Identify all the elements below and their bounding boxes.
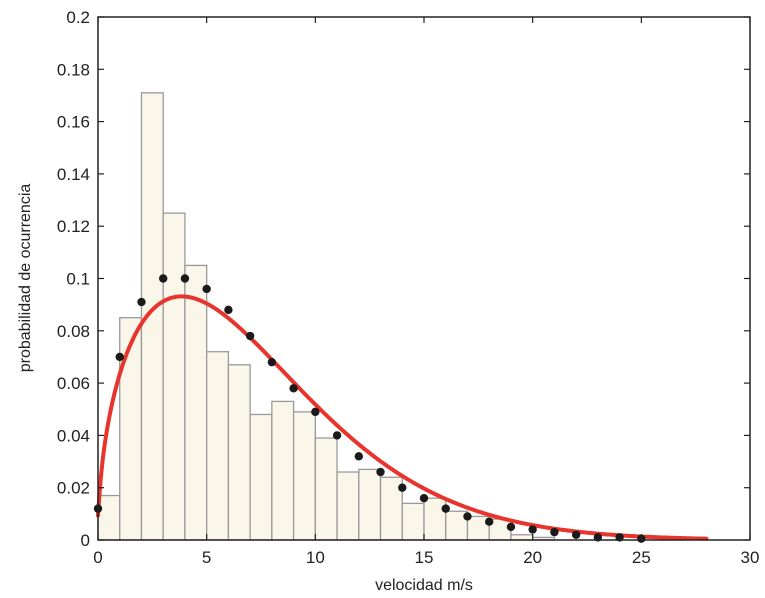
y-tick-label: 0.02 [57, 479, 90, 498]
x-axis-label: velocidad m/s [375, 577, 473, 594]
y-tick-label: 0.08 [57, 322, 90, 341]
y-tick-label: 0.04 [57, 426, 90, 445]
x-tick-label: 30 [741, 548, 760, 567]
data-marker [224, 306, 232, 314]
histogram-bar [163, 213, 185, 540]
data-marker [268, 358, 276, 366]
data-marker [376, 468, 384, 476]
histogram-bar [207, 352, 229, 540]
x-tick-label: 20 [523, 548, 542, 567]
y-tick-label: 0.2 [66, 8, 90, 27]
data-marker [202, 285, 210, 293]
data-marker [289, 384, 297, 392]
data-marker [550, 528, 558, 536]
y-tick-label: 0.12 [57, 217, 90, 236]
x-tick-label: 15 [415, 548, 434, 567]
x-tick-label: 25 [632, 548, 651, 567]
histogram-bar [185, 265, 207, 540]
histogram-bar [228, 365, 250, 540]
histogram-bar [98, 496, 120, 540]
data-marker [246, 332, 254, 340]
histogram-bar [272, 401, 294, 540]
data-marker [463, 512, 471, 520]
data-marker [507, 523, 515, 531]
histogram-bar [359, 469, 381, 540]
histogram-bar [315, 438, 337, 540]
x-tick-label: 5 [202, 548, 211, 567]
data-marker [355, 452, 363, 460]
data-marker [311, 408, 319, 416]
x-tick-label: 10 [306, 548, 325, 567]
data-marker [528, 525, 536, 533]
data-marker [485, 517, 493, 525]
histogram-bar [294, 412, 316, 540]
data-marker [116, 353, 124, 361]
y-tick-label: 0 [81, 531, 90, 550]
y-tick-label: 0.06 [57, 374, 90, 393]
y-axis-label: probabilidad de ocurrencia [17, 184, 34, 373]
y-tick-label: 0.1 [66, 270, 90, 289]
data-marker [398, 484, 406, 492]
y-tick-label: 0.14 [57, 165, 90, 184]
data-marker [333, 431, 341, 439]
histogram-bar [511, 535, 533, 540]
y-tick-label: 0.18 [57, 60, 90, 79]
y-tick-label: 0.16 [57, 113, 90, 132]
data-marker [442, 504, 450, 512]
data-marker [181, 274, 189, 282]
x-tick-label: 0 [93, 548, 102, 567]
histogram-bar [120, 318, 142, 540]
data-marker [159, 274, 167, 282]
histogram-bar [250, 414, 272, 540]
histogram-bar [424, 498, 446, 540]
histogram-bar [337, 472, 359, 540]
histogram-bar [402, 503, 424, 540]
data-marker [572, 531, 580, 539]
data-marker [137, 298, 145, 306]
data-marker [420, 494, 428, 502]
